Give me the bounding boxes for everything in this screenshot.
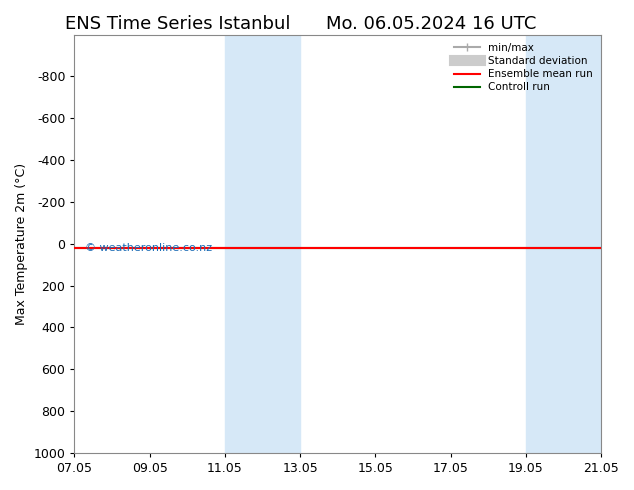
Legend: min/max, Standard deviation, Ensemble mean run, Controll run: min/max, Standard deviation, Ensemble me… (451, 40, 596, 96)
Text: Mo. 06.05.2024 16 UTC: Mo. 06.05.2024 16 UTC (326, 15, 536, 33)
Text: ENS Time Series Istanbul: ENS Time Series Istanbul (65, 15, 290, 33)
Text: © weatheronline.co.nz: © weatheronline.co.nz (85, 244, 212, 253)
Bar (526, 35, 601, 453)
Y-axis label: Max Temperature 2m (°C): Max Temperature 2m (°C) (15, 163, 28, 325)
Bar (225, 35, 300, 453)
